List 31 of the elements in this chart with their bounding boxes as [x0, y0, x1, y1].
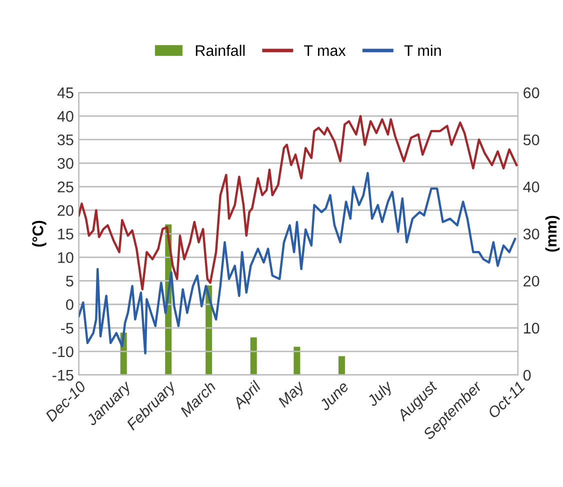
bar [294, 346, 300, 375]
y2-axis-title: (mm) [545, 216, 560, 252]
y-tick-label: 20 [58, 205, 74, 216]
y-tick-label: 40 [57, 110, 74, 122]
legend-label: T min [404, 44, 441, 56]
line-series [78, 172, 516, 354]
y-tick-label: 0 [66, 299, 74, 310]
y-tick-label: 30 [58, 158, 74, 169]
bar [250, 337, 257, 375]
bar [338, 356, 345, 375]
y2-tick-label: 40 [523, 182, 540, 192]
y-axis-title: (°C) [32, 220, 46, 247]
y2-tick-label: 10 [524, 322, 540, 334]
y2-tick-label: 60 [524, 87, 540, 98]
legend-label: T max [304, 45, 346, 56]
y-tick-label: 15 [58, 228, 74, 240]
y-tick-label: 45 [57, 88, 74, 98]
line-series [78, 114, 518, 290]
y-tick-label: -10 [52, 346, 74, 358]
y-tick-label: 35 [58, 134, 74, 146]
y2-tick-label: 20 [524, 276, 540, 287]
x-tick-label: July [366, 379, 396, 410]
y-tick-label: -5 [61, 322, 74, 334]
y-tick-label: 10 [58, 252, 74, 263]
legend-label: Rainfall [196, 44, 245, 56]
y-tick-label: -15 [52, 370, 74, 381]
y2-tick-label: 30 [523, 228, 540, 240]
y-tick-label: 25 [58, 182, 74, 192]
y-tick-label: 5 [66, 276, 74, 287]
y2-tick-label: 0 [523, 370, 531, 381]
y2-tick-label: 50 [523, 134, 540, 146]
